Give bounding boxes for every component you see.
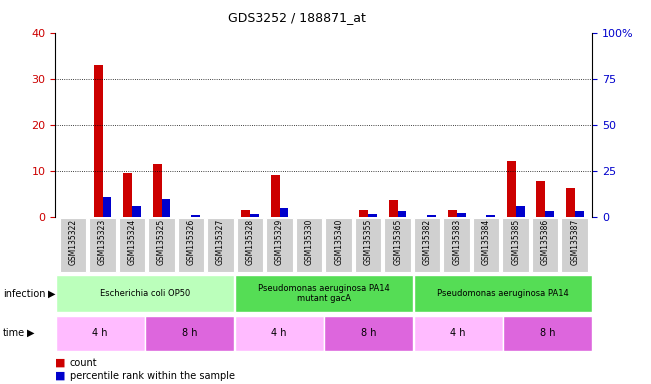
FancyBboxPatch shape xyxy=(473,218,499,271)
Bar xyxy=(191,215,200,217)
Text: 4 h: 4 h xyxy=(450,328,466,338)
FancyBboxPatch shape xyxy=(503,218,529,271)
Bar xyxy=(280,208,288,217)
Bar xyxy=(389,200,398,217)
Text: 4 h: 4 h xyxy=(271,328,287,338)
Text: GSM135322: GSM135322 xyxy=(68,218,77,265)
Text: GSM135382: GSM135382 xyxy=(422,218,432,265)
FancyBboxPatch shape xyxy=(89,218,116,271)
Text: time: time xyxy=(3,328,25,338)
Text: count: count xyxy=(70,358,97,368)
Bar xyxy=(103,197,111,217)
FancyBboxPatch shape xyxy=(532,218,559,271)
FancyBboxPatch shape xyxy=(178,218,204,271)
Text: GSM135384: GSM135384 xyxy=(482,218,491,265)
FancyBboxPatch shape xyxy=(234,316,324,351)
Text: ■: ■ xyxy=(55,371,70,381)
Text: 4 h: 4 h xyxy=(92,328,108,338)
FancyBboxPatch shape xyxy=(148,218,175,271)
FancyBboxPatch shape xyxy=(234,275,413,312)
Text: GSM135325: GSM135325 xyxy=(157,218,166,265)
Text: GSM135386: GSM135386 xyxy=(541,218,549,265)
FancyBboxPatch shape xyxy=(413,275,592,312)
Bar xyxy=(250,214,259,217)
Text: Pseudomonas aeruginosa PA14: Pseudomonas aeruginosa PA14 xyxy=(437,289,569,298)
FancyBboxPatch shape xyxy=(296,218,322,271)
Text: GSM135387: GSM135387 xyxy=(570,218,579,265)
Text: GSM135383: GSM135383 xyxy=(452,218,461,265)
Text: GSM135327: GSM135327 xyxy=(216,218,225,265)
Text: GDS3252 / 188871_at: GDS3252 / 188871_at xyxy=(228,12,366,25)
Bar xyxy=(427,215,436,217)
FancyBboxPatch shape xyxy=(324,316,413,351)
Text: GSM135323: GSM135323 xyxy=(98,218,107,265)
Bar xyxy=(94,65,103,217)
Text: GSM135385: GSM135385 xyxy=(511,218,520,265)
FancyBboxPatch shape xyxy=(503,316,592,351)
Bar xyxy=(536,182,545,217)
Bar xyxy=(271,175,280,217)
Text: Pseudomonas aeruginosa PA14
mutant gacA: Pseudomonas aeruginosa PA14 mutant gacA xyxy=(258,284,390,303)
FancyBboxPatch shape xyxy=(384,218,411,271)
Text: GSM135365: GSM135365 xyxy=(393,218,402,265)
Bar xyxy=(132,206,141,217)
Bar xyxy=(448,210,456,217)
Bar xyxy=(123,173,132,217)
FancyBboxPatch shape xyxy=(413,316,503,351)
Bar xyxy=(545,210,554,217)
Bar xyxy=(153,164,161,217)
Text: GSM135330: GSM135330 xyxy=(305,218,314,265)
Text: infection: infection xyxy=(3,289,46,299)
Bar xyxy=(359,210,368,217)
Bar xyxy=(368,214,377,217)
Bar xyxy=(575,212,583,217)
Bar xyxy=(456,213,465,217)
Text: ▶: ▶ xyxy=(48,289,55,299)
FancyBboxPatch shape xyxy=(60,218,87,271)
FancyBboxPatch shape xyxy=(207,218,234,271)
Bar xyxy=(242,210,250,217)
Text: percentile rank within the sample: percentile rank within the sample xyxy=(70,371,234,381)
Bar xyxy=(507,161,516,217)
FancyBboxPatch shape xyxy=(266,218,293,271)
Text: ▶: ▶ xyxy=(27,328,35,338)
FancyBboxPatch shape xyxy=(145,316,234,351)
FancyBboxPatch shape xyxy=(326,218,352,271)
Text: GSM135326: GSM135326 xyxy=(187,218,195,265)
FancyBboxPatch shape xyxy=(414,218,441,271)
Text: GSM135329: GSM135329 xyxy=(275,218,284,265)
Bar xyxy=(486,215,495,217)
Bar xyxy=(516,206,525,217)
FancyBboxPatch shape xyxy=(55,275,234,312)
FancyBboxPatch shape xyxy=(55,316,145,351)
Text: GSM135355: GSM135355 xyxy=(364,218,372,265)
FancyBboxPatch shape xyxy=(355,218,381,271)
Text: ■: ■ xyxy=(55,358,70,368)
Text: GSM135324: GSM135324 xyxy=(128,218,137,265)
Bar xyxy=(566,189,575,217)
Bar xyxy=(161,199,171,217)
Text: GSM135328: GSM135328 xyxy=(245,218,255,265)
Text: Escherichia coli OP50: Escherichia coli OP50 xyxy=(100,289,190,298)
FancyBboxPatch shape xyxy=(118,218,145,271)
FancyBboxPatch shape xyxy=(443,218,470,271)
Text: 8 h: 8 h xyxy=(540,328,555,338)
FancyBboxPatch shape xyxy=(561,218,588,271)
Text: GSM135340: GSM135340 xyxy=(334,218,343,265)
Bar xyxy=(398,212,406,217)
Text: 8 h: 8 h xyxy=(361,328,376,338)
FancyBboxPatch shape xyxy=(237,218,264,271)
Text: 8 h: 8 h xyxy=(182,328,197,338)
